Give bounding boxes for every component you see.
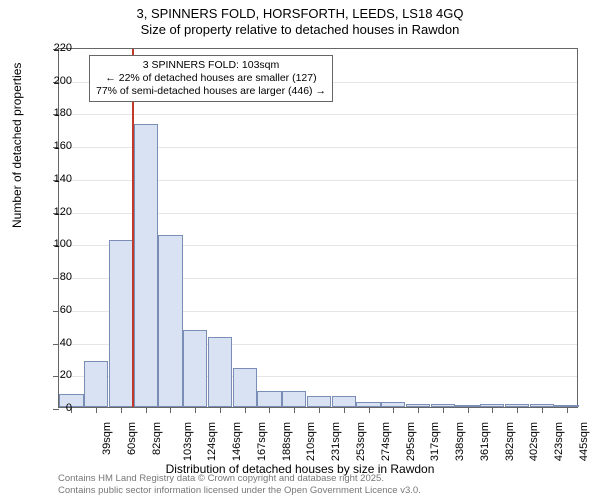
reference-line: [132, 49, 134, 407]
x-tick-label: 60sqm: [126, 422, 138, 455]
x-tick: [443, 407, 444, 413]
x-tick: [294, 407, 295, 413]
x-axis-label: Distribution of detached houses by size …: [0, 462, 600, 476]
histogram-bar: [183, 330, 207, 407]
x-tick-label: 423sqm: [553, 422, 565, 461]
x-tick: [220, 407, 221, 413]
y-tick-label: 60: [42, 304, 72, 316]
plot-region: 3 SPINNERS FOLD: 103sqm← 22% of detached…: [58, 48, 578, 408]
x-tick-label: 253sqm: [355, 422, 367, 461]
x-tick-label: 146sqm: [231, 422, 243, 461]
x-tick-label: 82sqm: [151, 422, 163, 455]
x-tick-label: 188sqm: [281, 422, 293, 461]
x-tick: [517, 407, 518, 413]
x-tick: [492, 407, 493, 413]
x-tick: [269, 407, 270, 413]
histogram-bar: [257, 391, 281, 407]
x-tick-label: 231sqm: [330, 422, 342, 461]
x-tick-label: 382sqm: [504, 422, 516, 461]
y-tick-label: 20: [42, 369, 72, 381]
x-tick-label: 274sqm: [380, 422, 392, 461]
x-tick-label: 338sqm: [454, 422, 466, 461]
x-tick: [170, 407, 171, 413]
histogram-bar: [134, 124, 158, 407]
y-tick-label: 220: [42, 42, 72, 54]
histogram-bar: [307, 396, 331, 407]
annotation-box: 3 SPINNERS FOLD: 103sqm← 22% of detached…: [89, 55, 333, 102]
footer-attribution: Contains HM Land Registry data © Crown c…: [58, 473, 421, 496]
annotation-line: ← 22% of detached houses are smaller (12…: [96, 72, 326, 85]
x-tick-label: 361sqm: [479, 422, 491, 461]
footer-line2: Contains public sector information licen…: [58, 485, 421, 496]
chart-area: 3 SPINNERS FOLD: 103sqm← 22% of detached…: [58, 48, 578, 408]
histogram-bar: [332, 396, 356, 407]
y-tick-label: 40: [42, 337, 72, 349]
x-tick: [369, 407, 370, 413]
x-tick-label: 445sqm: [578, 422, 590, 461]
title-line2: Size of property relative to detached ho…: [0, 22, 600, 38]
x-tick: [96, 407, 97, 413]
histogram-bar: [282, 391, 306, 407]
annotation-line: 3 SPINNERS FOLD: 103sqm: [96, 59, 326, 72]
y-tick-label: 100: [42, 238, 72, 250]
x-tick: [344, 407, 345, 413]
gridline: [59, 114, 577, 115]
histogram-bar: [84, 361, 108, 407]
y-tick-label: 120: [42, 206, 72, 218]
x-tick-label: 210sqm: [306, 422, 318, 461]
x-tick-label: 124sqm: [207, 422, 219, 461]
x-tick-label: 402sqm: [528, 422, 540, 461]
histogram-bar: [208, 337, 232, 407]
x-tick-label: 167sqm: [256, 422, 268, 461]
x-tick: [468, 407, 469, 413]
x-tick: [146, 407, 147, 413]
y-tick-label: 200: [42, 75, 72, 87]
x-tick: [319, 407, 320, 413]
x-tick-label: 39sqm: [101, 422, 113, 455]
x-tick: [393, 407, 394, 413]
annotation-line: 77% of semi-detached houses are larger (…: [96, 85, 326, 98]
x-tick: [542, 407, 543, 413]
x-tick-label: 103sqm: [182, 422, 194, 461]
x-tick-label: 317sqm: [429, 422, 441, 461]
x-tick: [567, 407, 568, 413]
histogram-bar: [158, 235, 182, 407]
y-tick-label: 180: [42, 107, 72, 119]
histogram-bar: [233, 368, 257, 407]
y-tick-label: 0: [42, 402, 72, 414]
x-tick: [418, 407, 419, 413]
title-line1: 3, SPINNERS FOLD, HORSFORTH, LEEDS, LS18…: [0, 6, 600, 22]
chart-title-block: 3, SPINNERS FOLD, HORSFORTH, LEEDS, LS18…: [0, 0, 600, 39]
x-tick: [195, 407, 196, 413]
y-tick-label: 160: [42, 140, 72, 152]
y-tick-label: 80: [42, 271, 72, 283]
x-tick: [245, 407, 246, 413]
x-tick-label: 295sqm: [405, 422, 417, 461]
x-tick: [121, 407, 122, 413]
y-tick-label: 140: [42, 173, 72, 185]
histogram-bar: [109, 240, 133, 407]
y-axis-label: Number of detached properties: [10, 63, 24, 228]
